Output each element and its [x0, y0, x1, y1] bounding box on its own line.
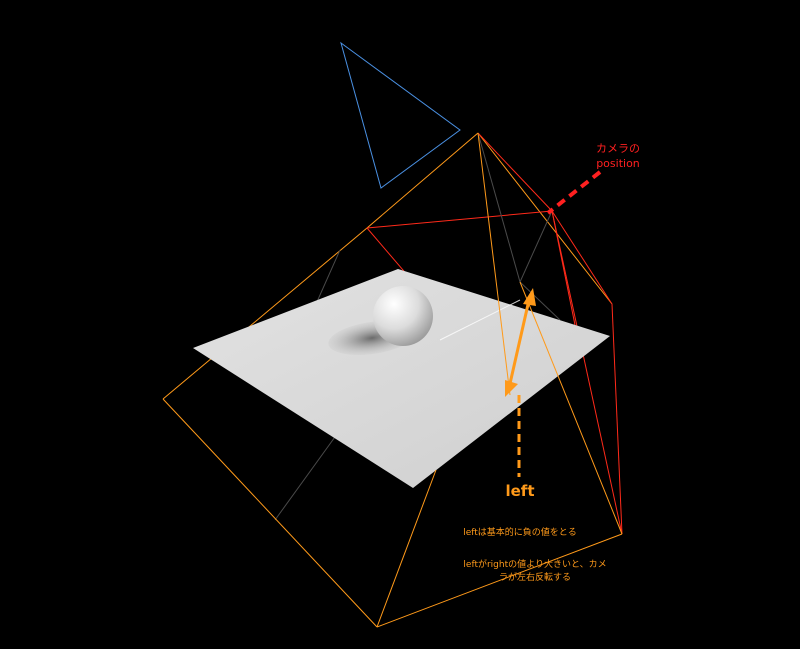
camera-marker-icon: [340, 41, 461, 189]
left-right-flip-note-line1: leftがrightの値より大きいと、カメ: [463, 560, 607, 570]
left-label: left: [505, 482, 535, 500]
sphere: [373, 286, 433, 346]
camera-position-pointer: [546, 170, 602, 215]
frustum-outer-front: [162, 132, 623, 628]
camera-position-label-line1: カメラの: [596, 142, 640, 155]
left-right-flip-note: leftがrightの値より大きいと、カメ ラが左右反転する: [440, 559, 630, 585]
left-range-arrow: [505, 288, 536, 397]
ground-plane: [193, 269, 610, 488]
left-negative-note: leftは基本的に負の値をとる: [463, 528, 577, 538]
camera-position-label-line2: position: [596, 157, 640, 170]
left-right-flip-note-line2: ラが左右反転する: [498, 573, 571, 583]
plane-highlight-line: [439, 299, 521, 341]
camera-position-label: カメラの position: [568, 141, 668, 171]
frustum-outer-back: [162, 132, 613, 400]
